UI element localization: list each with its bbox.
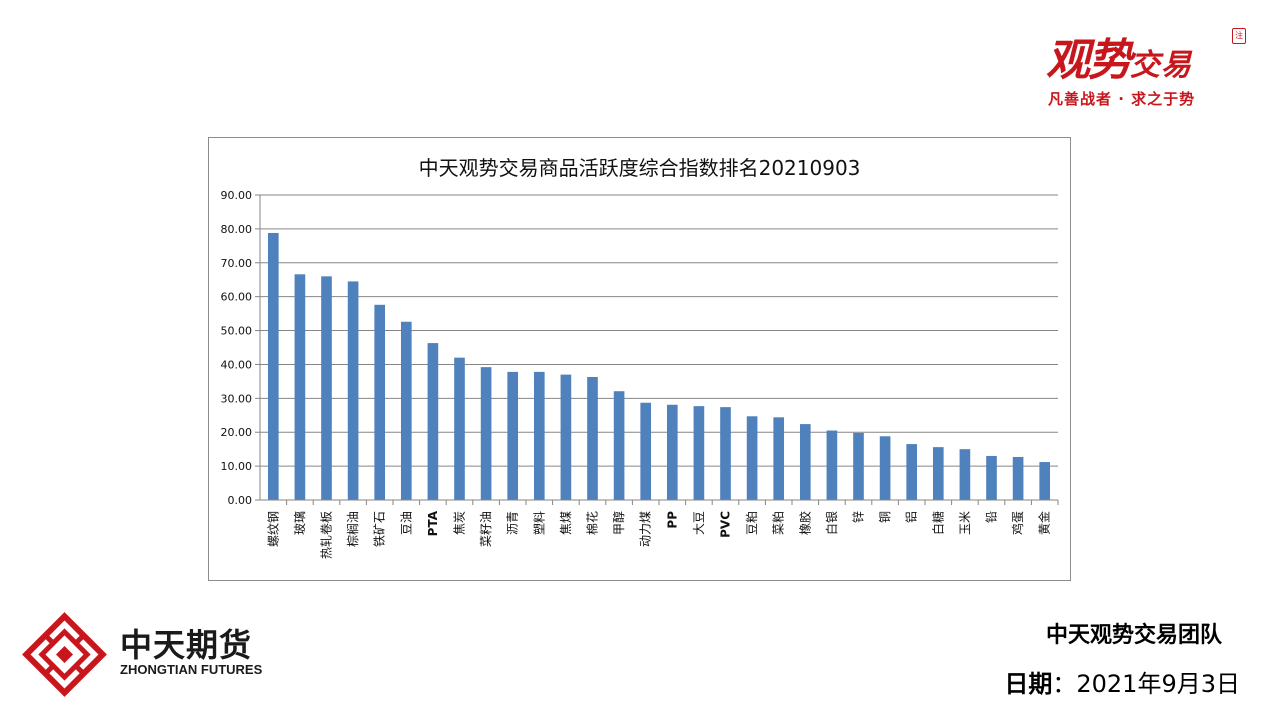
x-tick-label: 锌 bbox=[852, 511, 866, 523]
company-logo: 中天期货 ZHONGTIAN FUTURES bbox=[22, 612, 282, 697]
y-tick-label: 0.00 bbox=[228, 494, 253, 507]
bar bbox=[879, 436, 891, 500]
bar bbox=[480, 367, 492, 500]
x-tick-label: 铅 bbox=[985, 511, 999, 523]
y-tick-label: 80.00 bbox=[221, 223, 253, 236]
x-tick-label: 棉花 bbox=[585, 511, 600, 535]
bar bbox=[773, 417, 785, 500]
company-name-en: ZHONGTIAN FUTURES bbox=[120, 662, 263, 677]
bar bbox=[560, 374, 572, 500]
bar bbox=[640, 402, 652, 500]
y-tick-label: 40.00 bbox=[221, 358, 253, 371]
bar bbox=[507, 371, 519, 500]
bar bbox=[1039, 462, 1051, 500]
x-tick-label: 菜籽油 bbox=[479, 511, 493, 547]
x-tick-label: 焦炭 bbox=[453, 511, 467, 535]
y-tick-label: 20.00 bbox=[221, 426, 253, 439]
brand-seal-icon: 注 bbox=[1232, 28, 1246, 44]
team-name: 中天观势交易团队 bbox=[1045, 623, 1222, 648]
date-label: 日期 bbox=[1004, 670, 1053, 698]
bar bbox=[321, 276, 332, 500]
brand-name-small: 交易 bbox=[1130, 48, 1192, 83]
bar bbox=[1012, 456, 1024, 500]
bar bbox=[454, 357, 465, 500]
x-tick-label: PTA bbox=[426, 510, 440, 536]
x-tick-label: PVC bbox=[719, 511, 733, 538]
x-tick-label: 棕榈油 bbox=[345, 511, 360, 547]
x-tick-label: 热轧卷板 bbox=[319, 511, 334, 559]
y-tick-label: 90.00 bbox=[221, 189, 253, 202]
x-tick-label: 白银 bbox=[824, 511, 839, 535]
y-tick-label: 50.00 bbox=[221, 325, 253, 338]
bar bbox=[427, 343, 439, 500]
bar bbox=[693, 406, 705, 500]
x-tick-label: 白糖 bbox=[930, 511, 945, 535]
bar bbox=[587, 376, 598, 500]
bar bbox=[746, 416, 758, 500]
x-tick-label: 铝 bbox=[904, 511, 919, 523]
brand-logo: 观势交易 注 凡善战者 · 求之于势 bbox=[1040, 22, 1250, 112]
bar bbox=[986, 455, 997, 500]
x-tick-label: 动力煤 bbox=[639, 511, 653, 547]
date-value: 2021年9月3日 bbox=[1076, 670, 1240, 698]
date-line: 日期：2021年9月3日 bbox=[1004, 664, 1240, 699]
x-tick-label: 玻璃 bbox=[293, 511, 307, 535]
bar bbox=[613, 391, 625, 500]
x-tick-label: 橡胶 bbox=[797, 511, 812, 535]
bar bbox=[374, 304, 386, 500]
bar bbox=[267, 232, 279, 500]
company-name-cn: 中天期货 bbox=[120, 626, 253, 664]
bar bbox=[400, 321, 412, 500]
x-tick-label: 豆油 bbox=[399, 511, 413, 535]
x-tick-label: 豆粕 bbox=[744, 511, 759, 535]
bar bbox=[799, 424, 811, 500]
y-tick-label: 70.00 bbox=[221, 257, 253, 270]
x-tick-label: 沥青 bbox=[506, 511, 520, 535]
x-tick-label: 黄金 bbox=[1037, 511, 1052, 535]
bar bbox=[959, 449, 971, 500]
x-tick-label: 铁矿石 bbox=[373, 511, 387, 547]
bar-chart: 0.00 10.00 20.00 30.00 40.00 50.00 60.00 70.00 8… bbox=[221, 189, 1059, 559]
bar bbox=[826, 430, 838, 500]
bar bbox=[347, 281, 359, 500]
x-tick-label: 玉米 bbox=[958, 511, 972, 535]
y-tick-label: 10.00 bbox=[221, 460, 253, 473]
company-emblem-icon bbox=[22, 612, 107, 697]
brand-name: 观势交易 bbox=[1046, 24, 1192, 88]
x-tick-label: 铜 bbox=[877, 511, 892, 523]
brand-name-main: 观势 bbox=[1046, 35, 1132, 86]
chart-title: 中天观势交易商品活跃度综合指数排名20210903 bbox=[418, 156, 861, 180]
x-tick-label: 菜粕 bbox=[771, 511, 786, 535]
brand-slogan: 凡善战者 · 求之于势 bbox=[1048, 90, 1196, 108]
x-tick-label: 螺纹钢 bbox=[266, 511, 280, 547]
bar bbox=[932, 447, 944, 500]
chart-frame: 0.00 10.00 20.00 30.00 40.00 50.00 60.00 70.00 8… bbox=[208, 137, 1071, 581]
x-tick-label: 塑料 bbox=[531, 511, 546, 535]
bar bbox=[906, 444, 918, 500]
y-tick-label: 60.00 bbox=[221, 291, 253, 304]
date-separator: ： bbox=[1052, 670, 1077, 698]
bar bbox=[533, 371, 545, 500]
bar bbox=[853, 432, 864, 500]
x-tick-label: PP bbox=[665, 511, 679, 529]
x-tick-label: 甲醇 bbox=[611, 511, 626, 535]
x-tick-label: 鸡蛋 bbox=[1010, 511, 1025, 535]
x-tick-label: 焦煤 bbox=[559, 511, 573, 535]
x-tick-label: 大豆 bbox=[692, 511, 706, 535]
bar bbox=[666, 404, 678, 500]
bar bbox=[720, 407, 731, 500]
y-tick-label: 30.00 bbox=[221, 392, 253, 405]
bar bbox=[294, 274, 306, 500]
